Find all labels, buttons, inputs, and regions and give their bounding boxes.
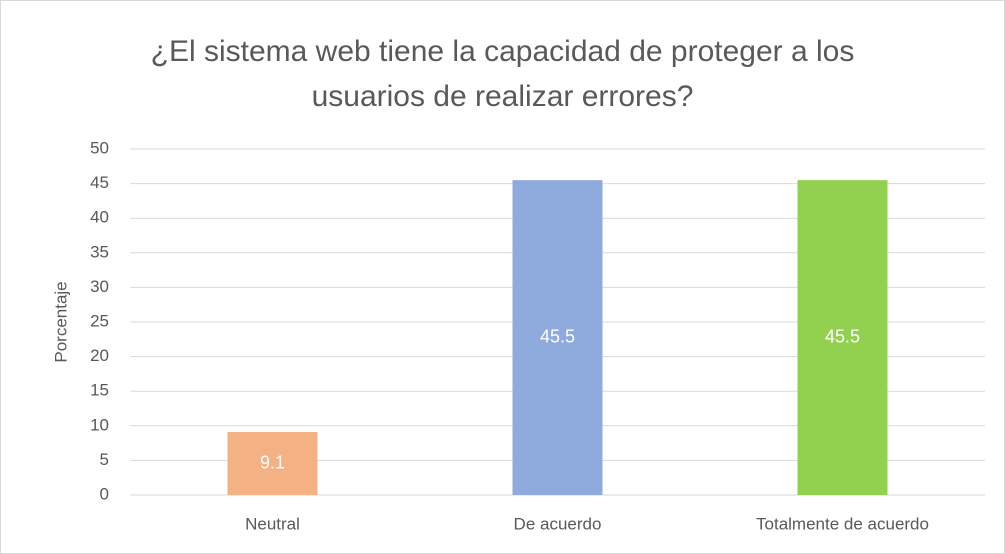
x-tick-label: Neutral: [245, 514, 300, 533]
bar: [227, 432, 318, 495]
y-tick-label: 20: [90, 346, 109, 365]
data-label: 45.5: [540, 326, 575, 346]
y-tick-label: 15: [90, 381, 109, 400]
y-tick-label: 5: [100, 450, 109, 469]
x-tick-label: De acuerdo: [514, 514, 602, 533]
y-tick-label: 50: [90, 138, 109, 157]
y-axis-label: Porcentaje: [51, 281, 70, 362]
y-tick-label: 45: [90, 173, 109, 192]
y-tick-label: 25: [90, 311, 109, 330]
chart-title: ¿El sistema web tiene la capacidad de pr…: [150, 35, 855, 113]
data-label: 45.5: [825, 326, 860, 346]
data-label: 9.1: [260, 452, 285, 472]
bar: [797, 180, 888, 495]
y-tick-label: 30: [90, 277, 109, 296]
y-tick-label: 35: [90, 242, 109, 261]
x-tick-label: Totalmente de acuerdo: [756, 514, 929, 533]
bar: [512, 180, 603, 495]
y-tick-label: 0: [100, 484, 109, 503]
y-tick-label: 40: [90, 208, 109, 227]
y-tick-label: 10: [90, 415, 109, 434]
